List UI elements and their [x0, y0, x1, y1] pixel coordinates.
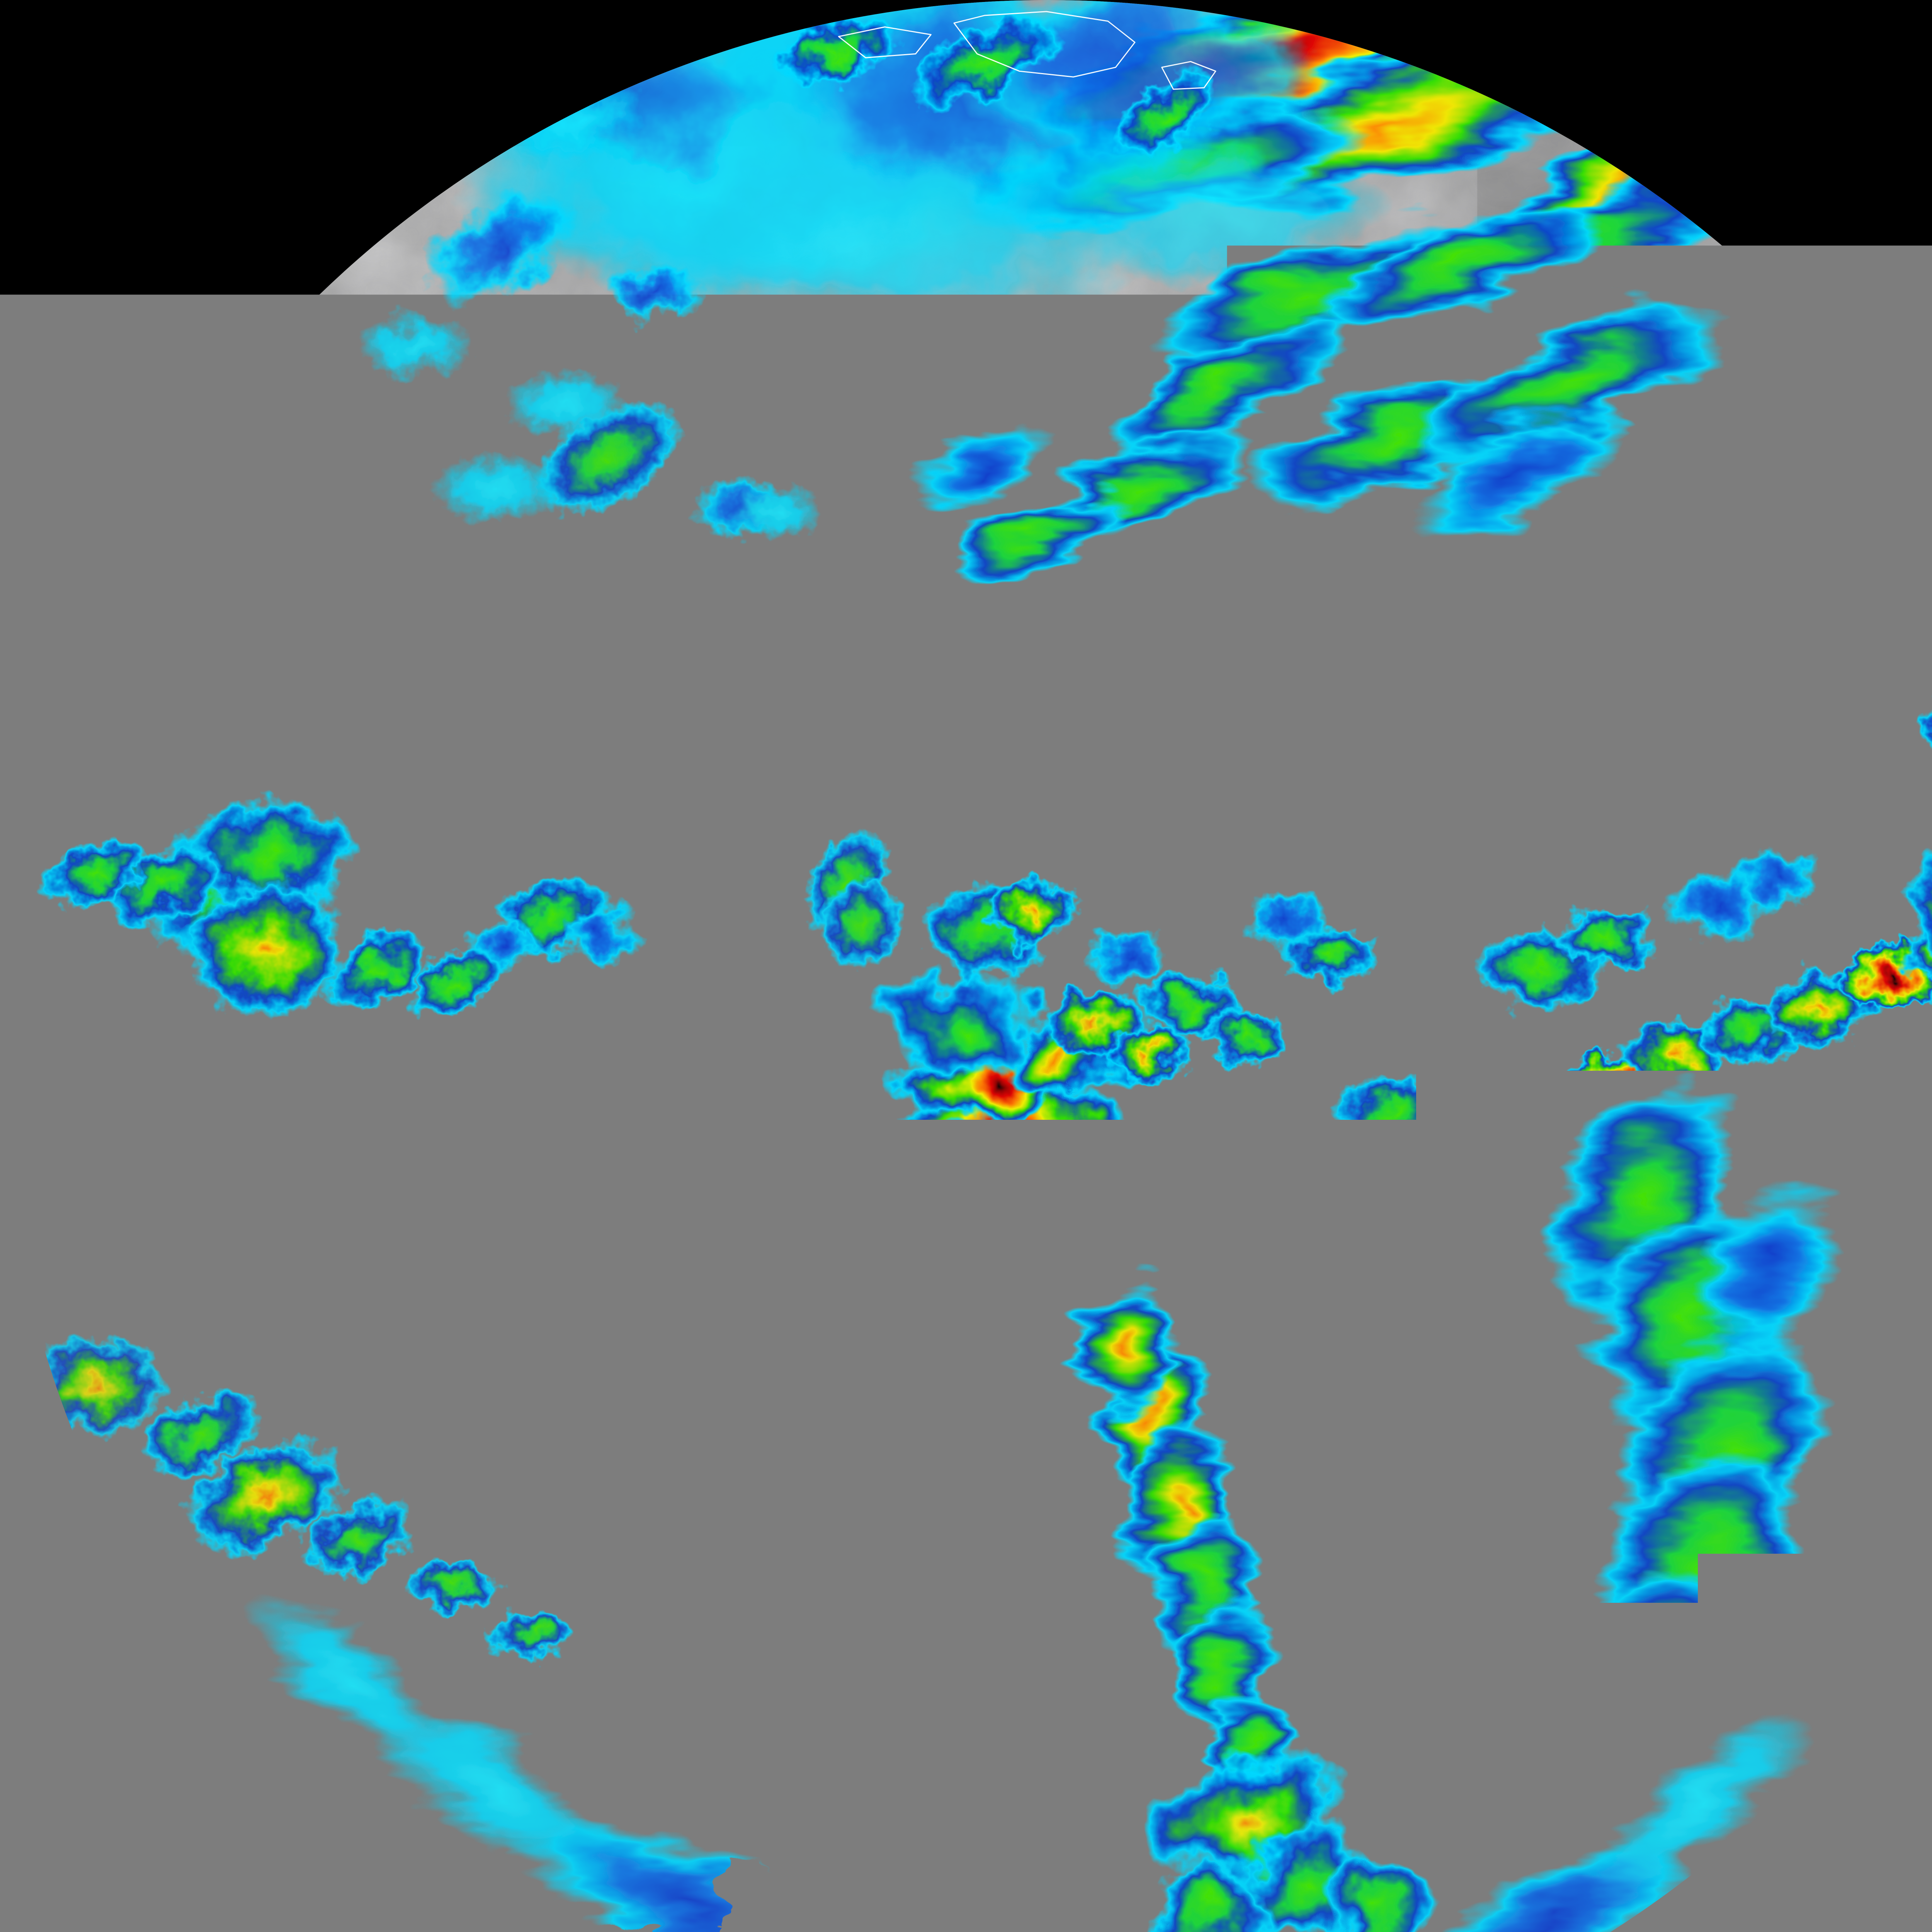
border-colombia-ecuador [985, 1116, 1089, 1131]
coast-south-america-north [942, 1015, 1523, 1077]
coast-jamaica [981, 681, 1031, 698]
coast-lesser-antilles-3 [1296, 762, 1304, 777]
coast-south-america-west [939, 1077, 1146, 1932]
border-suriname-guiana [1493, 1070, 1512, 1131]
border-us-states-vertical-5 [1008, 402, 1039, 616]
coast-central-america [820, 916, 943, 1077]
coast-lesser-antilles-2 [1285, 727, 1294, 741]
border-guyana-suriname [1446, 1062, 1469, 1127]
border-colombia-venezuela [1073, 1035, 1177, 1131]
border-us-canada [454, 393, 1212, 431]
satellite-image-viewport: GOES Full Disk Infrared Satellite Image … [0, 0, 1932, 1932]
border-us-states-horizontal-2 [608, 546, 1158, 554]
border-bolivia-argentina [1166, 1539, 1358, 1573]
border-brazil-internal-5 [1408, 1285, 1481, 1350]
border-peru-bolivia [1143, 1369, 1208, 1462]
border-colombia-brazil [1089, 1123, 1146, 1231]
coast-iceland [1162, 61, 1216, 89]
border-brazil-argentina [1469, 1639, 1493, 1750]
border-paraguay-argentina [1358, 1573, 1423, 1685]
coast-bahamas-2 [1100, 569, 1139, 594]
border-uruguay-argentina [1393, 1785, 1450, 1858]
border-brazil-guyana-suriname [1393, 1085, 1423, 1143]
border-honduras [885, 969, 923, 989]
border-us-states-vertical-2 [700, 419, 723, 646]
border-brazil-internal-3 [1331, 1377, 1466, 1423]
border-venezuela-brazil [1177, 1058, 1420, 1139]
earth-disk-container [0, 0, 1932, 1932]
coast-mexico-gulf [616, 677, 846, 896]
border-mexico-usa [616, 665, 785, 708]
border-ecuador-peru [969, 1158, 1070, 1193]
border-brazil-internal-6 [1466, 1377, 1546, 1500]
border-bolivia-brazil [1208, 1369, 1362, 1450]
coast-lesser-antilles-4 [1302, 800, 1308, 816]
border-guatemala [838, 939, 884, 969]
earth-full-disk [0, 0, 1932, 1932]
coast-bahamas-1 [1058, 552, 1093, 575]
border-nicaragua [869, 1000, 919, 1024]
coast-greenland [954, 12, 1135, 77]
coast-cuba [858, 588, 1116, 650]
border-bolivia-chile [1143, 1462, 1166, 1539]
border-bolivia-paraguay [1358, 1450, 1369, 1573]
coast-hispaniola [1077, 648, 1189, 692]
coast-lesser-antilles-1 [1269, 692, 1281, 704]
border-brazil-internal-2 [1269, 1250, 1408, 1285]
coast-yucatan [846, 885, 908, 954]
border-costa-rica [885, 1035, 908, 1046]
border-us-states-vertical-1 [600, 427, 616, 631]
border-us-states-vertical-4 [900, 406, 935, 638]
coast-canada-maritimes [1304, 296, 1458, 454]
coast-bahamas-3 [1039, 529, 1070, 548]
border-us-states-vertical-3 [800, 412, 831, 646]
coast-us-gulf-and-east [719, 689, 1039, 850]
border-us-states-horizontal-1 [592, 475, 1135, 485]
border-paraguay-brazil [1358, 1573, 1469, 1639]
border-peru-brazil [1070, 1158, 1208, 1370]
border-brazil-internal-4 [1469, 1269, 1539, 1393]
map-overlay-coastlines-borders [0, 0, 1932, 1932]
coast-northern-islands [838, 27, 931, 58]
border-brazil-internal-1 [1423, 1143, 1469, 1270]
coast-puerto-rico [1208, 675, 1250, 689]
coast-north-america-west [435, 181, 616, 677]
border-panama [923, 1062, 950, 1073]
border-chile-argentina [1096, 1539, 1165, 1932]
